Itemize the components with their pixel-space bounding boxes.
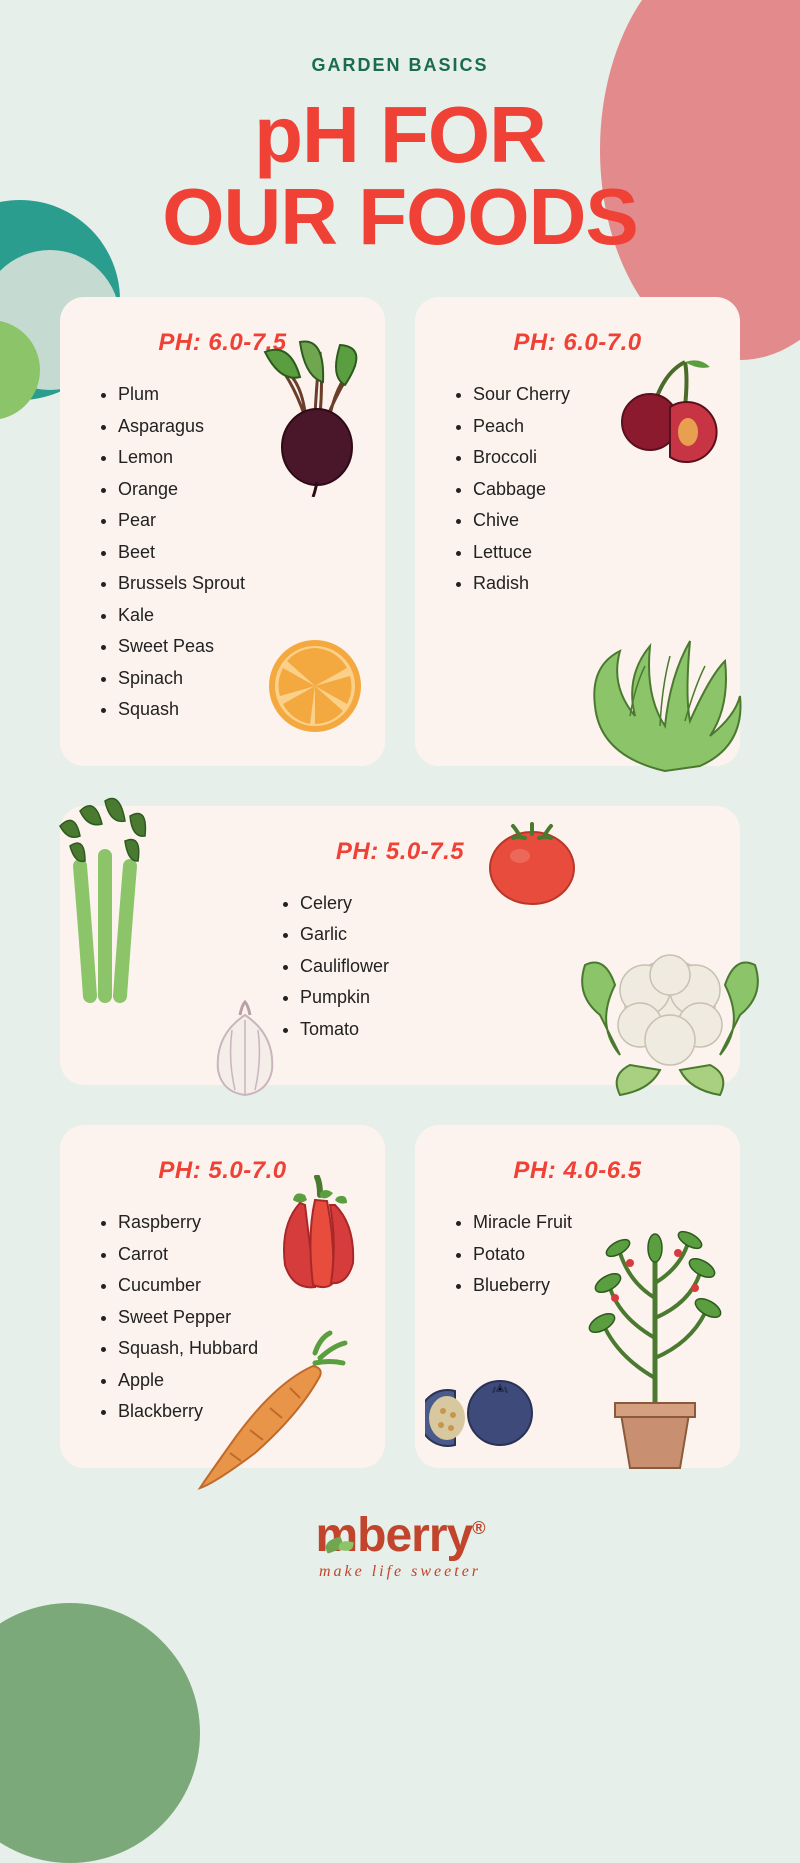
logo-text: mberry <box>315 1509 472 1562</box>
list-item: Orange <box>118 474 355 506</box>
list-item: Pear <box>118 505 355 537</box>
list-item: Cucumber <box>118 1270 355 1302</box>
list-item: Garlic <box>300 919 560 951</box>
list-item: Blueberry <box>473 1270 710 1302</box>
title-line2: OUR FOODS <box>162 172 637 261</box>
food-list: Miracle Fruit Potato Blueberry <box>445 1207 710 1302</box>
food-list: Sour Cherry Peach Broccoli Cabbage Chive… <box>445 379 710 600</box>
main-title: pH FOR OUR FOODS <box>0 94 800 257</box>
list-item: Tomato <box>300 1014 560 1046</box>
card-title: PH: 6.0-7.0 <box>445 329 710 357</box>
cards-grid: PH: 6.0-7.5 Plum Asparagus Lemon Orange … <box>0 257 800 1468</box>
eyebrow: GARDEN BASICS <box>0 55 800 76</box>
bg-shape-green-bottom <box>0 1603 200 1863</box>
list-item: Miracle Fruit <box>473 1207 710 1239</box>
list-item: Blackberry <box>118 1396 355 1428</box>
card-ph-4-65: PH: 4.0-6.5 Miracle Fruit Potato Blueber… <box>415 1125 740 1468</box>
list-item: Broccoli <box>473 442 710 474</box>
list-item: Peach <box>473 411 710 443</box>
food-list: Plum Asparagus Lemon Orange Pear Beet Br… <box>90 379 355 726</box>
card-title: PH: 5.0-7.0 <box>90 1157 355 1185</box>
list-item: Plum <box>118 379 355 411</box>
list-item: Brussels Sprout <box>118 568 355 600</box>
list-item: Sour Cherry <box>473 379 710 411</box>
list-item: Kale <box>118 600 355 632</box>
list-item: Carrot <box>118 1239 355 1271</box>
list-item: Lemon <box>118 442 355 474</box>
list-item: Beet <box>118 537 355 569</box>
list-item: Apple <box>118 1365 355 1397</box>
tagline: make life sweeter <box>0 1563 800 1581</box>
list-item: Sweet Pepper <box>118 1302 355 1334</box>
list-item: Spinach <box>118 663 355 695</box>
card-ph-5-7: PH: 5.0-7.0 Raspberry Carrot Cucumber Sw… <box>60 1125 385 1468</box>
list-item: Chive <box>473 505 710 537</box>
cauliflower-icon <box>570 925 770 1105</box>
logo: mberry® <box>0 1508 800 1563</box>
logo-block: mberry® make life sweeter <box>0 1508 800 1581</box>
food-list: Raspberry Carrot Cucumber Sweet Pepper S… <box>90 1207 355 1428</box>
card-ph-5-75: PH: 5.0-7.5 Celery Garlic Cauliflower Pu… <box>60 806 740 1086</box>
card-ph-6-75: PH: 6.0-7.5 Plum Asparagus Lemon Orange … <box>60 297 385 766</box>
list-item: Sweet Peas <box>118 631 355 663</box>
list-item: Cauliflower <box>300 951 560 983</box>
title-line1: pH FOR <box>254 90 546 179</box>
list-item: Lettuce <box>473 537 710 569</box>
list-item: Pumpkin <box>300 982 560 1014</box>
blueberry-icon <box>425 1373 535 1453</box>
card-ph-6-7: PH: 6.0-7.0 Sour Cherry Peach Broccoli C… <box>415 297 740 766</box>
list-item: Squash, Hubbard <box>118 1333 355 1365</box>
list-item: Raspberry <box>118 1207 355 1239</box>
registered-mark: ® <box>472 1518 484 1538</box>
list-item: Asparagus <box>118 411 355 443</box>
celery-icon <box>30 786 190 1006</box>
list-item: Radish <box>473 568 710 600</box>
lettuce-icon <box>580 626 750 776</box>
header: GARDEN BASICS pH FOR OUR FOODS <box>0 0 800 257</box>
list-item: Celery <box>300 888 560 920</box>
card-title: PH: 5.0-7.5 <box>240 838 560 866</box>
card-title: PH: 6.0-7.5 <box>90 329 355 357</box>
card-title: PH: 4.0-6.5 <box>445 1157 710 1185</box>
list-item: Cabbage <box>473 474 710 506</box>
food-list: Celery Garlic Cauliflower Pumpkin Tomato <box>240 888 560 1046</box>
list-item: Squash <box>118 694 355 726</box>
list-item: Potato <box>473 1239 710 1271</box>
